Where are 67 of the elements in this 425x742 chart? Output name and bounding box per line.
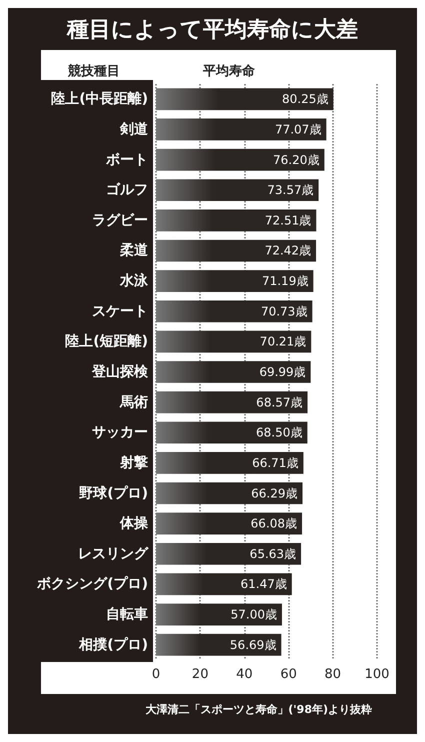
data-label: 70.73歳 [260, 304, 308, 318]
bar [156, 240, 316, 262]
y-tick-label: 体操 [119, 516, 149, 532]
bar [156, 88, 334, 110]
x-tick-label: 80 [324, 667, 342, 682]
bar [156, 210, 316, 232]
bar [156, 452, 304, 474]
y-tick-label: 馬術 [119, 394, 148, 410]
data-label: 80.25歳 [282, 92, 328, 106]
text: 大澤清二「スポーツと寿命」('98年)より抜粋 [145, 703, 372, 716]
y-tick-label: 陸上(短距離) [65, 334, 148, 350]
data-label: 69.99歳 [259, 365, 306, 379]
y-tick-label: 登山探検 [91, 364, 149, 380]
data-label: 71.19歳 [262, 274, 308, 288]
y-tick-label: ラグビー [92, 212, 148, 228]
bar [156, 512, 302, 534]
data-label: 73.57歳 [267, 183, 314, 198]
y-tick-label: サッカー [92, 424, 148, 441]
y-tick-label: 相撲(プロ) [78, 636, 148, 653]
y-tick-label: 柔道 [119, 242, 149, 259]
bar [156, 330, 312, 353]
bar [156, 148, 324, 171]
data-label: 68.50歳 [256, 426, 302, 440]
bar [156, 542, 302, 565]
x-tick-label: 100 [364, 667, 390, 682]
y-tick-label: ゴルフ [106, 182, 148, 198]
bar [156, 300, 312, 322]
y-tick-label: レスリング [78, 546, 149, 562]
data-label: 66.29歳 [251, 486, 298, 500]
x-tick-label: 20 [192, 667, 208, 682]
data-label: 57.00歳 [230, 608, 277, 622]
bar [156, 604, 282, 626]
data-label: 56.69歳 [230, 638, 276, 652]
bar [156, 634, 282, 656]
data-label: 66.08歳 [250, 516, 298, 531]
y-tick-label: ボート [105, 152, 148, 168]
bar [156, 118, 326, 140]
y-tick-label: 野球(プロ) [79, 484, 148, 502]
bar [156, 361, 311, 383]
data-label: 76.20歳 [273, 152, 320, 167]
y-tick-label: 陸上(中長距離) [51, 91, 148, 108]
data-label: 65.63歳 [250, 546, 296, 561]
x-axis-title: 平均寿命 [202, 64, 256, 79]
bar [156, 422, 308, 444]
bar [156, 391, 308, 414]
data-label: 72.42歳 [264, 244, 312, 258]
bar [156, 482, 302, 504]
data-label: 70.21歳 [260, 334, 306, 349]
y-tick-label: 自転車 [106, 606, 148, 623]
y-tick-label: 射撃 [119, 454, 148, 471]
bar [156, 270, 314, 292]
data-label: 61.47歳 [240, 577, 287, 592]
x-tick-label: 40 [236, 667, 253, 682]
y-tick-label: スケート [92, 303, 148, 320]
data-label: 66.71歳 [252, 456, 298, 470]
data-label: 77.07歳 [274, 122, 322, 136]
x-tick-label: 0 [152, 667, 160, 682]
chart-title: 種目によって平均寿命に大差 [66, 18, 358, 42]
bar [156, 179, 319, 202]
bar [156, 573, 292, 596]
y-tick-label: 水泳 [119, 272, 149, 290]
data-label: 72.51歳 [264, 213, 312, 228]
y-axis-title: 競技種目 [67, 63, 120, 79]
data-label: 68.57歳 [256, 395, 303, 410]
x-tick-label: 60 [280, 667, 297, 682]
y-tick-label: ボクシング(プロ) [36, 575, 148, 592]
y-tick-label: 剣道 [119, 121, 149, 138]
